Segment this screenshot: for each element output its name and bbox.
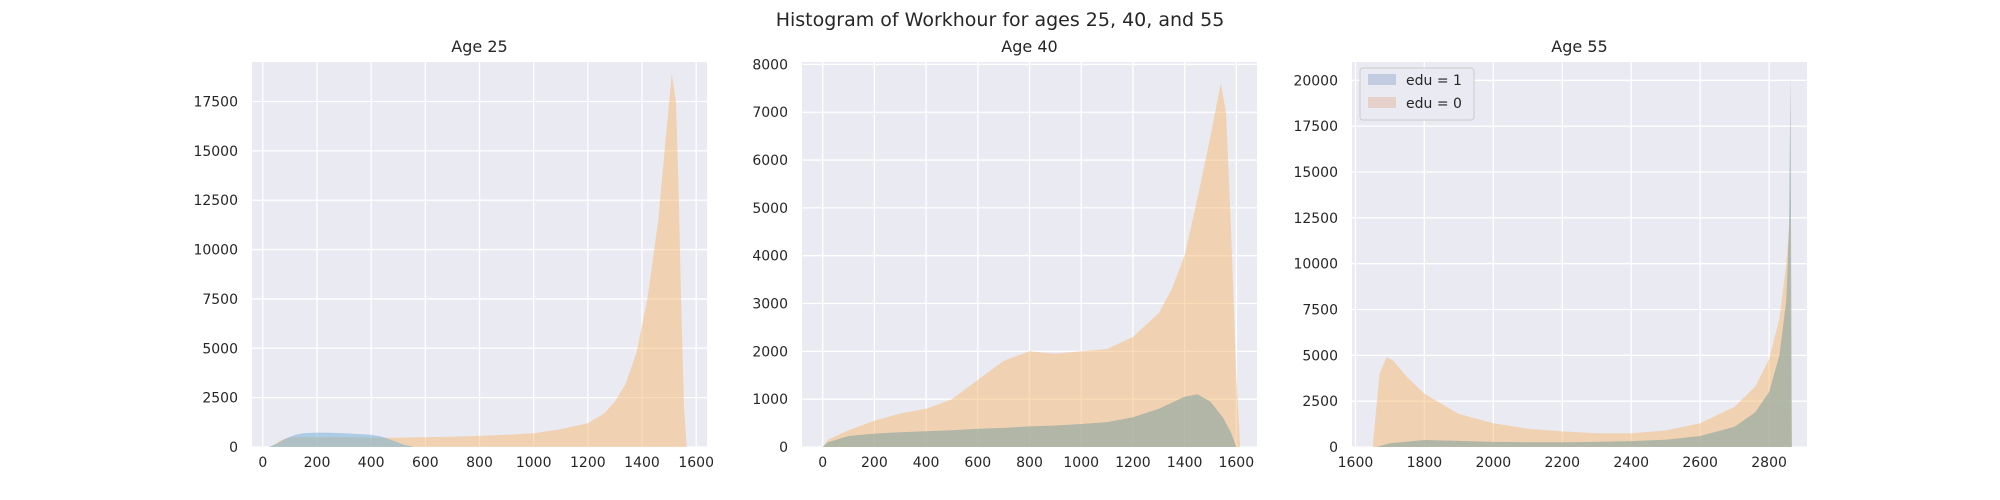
legend-swatch-edu-0 [1368,97,1396,108]
y-tick-label: 0 [1329,440,1338,456]
x-tick-label: 2200 [1544,455,1580,471]
x-tick-label: 600 [964,455,991,471]
x-tick-label: 2400 [1613,455,1649,471]
y-tick-label: 10000 [1293,257,1338,273]
y-tick-label: 12500 [193,193,238,209]
x-tick-label: 1200 [570,455,606,471]
x-tick-label: 1600 [678,455,714,471]
panel-age-55: 1600 1800 2000 2200 2400 2600 2800 0 2500 5000 75… [1293,37,1807,471]
histogram-edu-1 [822,394,1237,447]
y-tick-label: 5000 [1302,348,1338,364]
legend-label-edu-1: edu = 1 [1406,73,1462,89]
x-tick-label: 600 [412,455,439,471]
y-tick-label: 15000 [193,144,238,160]
y-tick-label: 2500 [1302,394,1338,410]
figure-title: Histogram of Workhour for ages 25, 40, a… [776,9,1225,31]
x-tick-label: 1000 [1063,455,1099,471]
y-tick-label: 17500 [193,94,238,110]
y-tick-label: 5000 [202,341,238,357]
y-tick-label: 0 [229,440,238,456]
y-tick-label: 7000 [752,105,788,121]
y-tick-label: 8000 [752,57,788,73]
x-tick-label: 0 [818,455,827,471]
x-tick-label: 200 [861,455,888,471]
panel-title: Age 40 [1001,37,1057,56]
x-tick-label: 400 [913,455,940,471]
y-tick-label: 2500 [202,391,238,407]
y-tick-label: 1000 [752,392,788,408]
y-tick-label: 2000 [752,344,788,360]
y-tick-label: 3000 [752,297,788,313]
x-tick-label: 0 [258,455,267,471]
x-tick-label: 200 [304,455,331,471]
y-tick-label: 20000 [1293,73,1338,89]
panel-title: Age 55 [1551,37,1607,56]
y-tick-label: 5000 [752,201,788,217]
x-tick-label: 2000 [1476,455,1512,471]
y-tick-label: 10000 [193,243,238,259]
x-tick-label: 400 [358,455,385,471]
y-tick-label: 7500 [1302,303,1338,319]
legend-swatch-edu-1 [1368,74,1396,85]
histogram-edu-0 [822,83,1241,447]
legend-label-edu-0: edu = 0 [1406,96,1462,112]
x-tick-label: 1600 [1218,455,1254,471]
x-tick-label: 800 [466,455,493,471]
x-tick-label: 1400 [624,455,660,471]
x-tick-label: 1400 [1167,455,1203,471]
x-tick-label: 1800 [1407,455,1443,471]
legend: edu = 1 edu = 0 [1359,67,1475,121]
x-tick-label: 1200 [1115,455,1151,471]
legend-frame [1359,67,1475,121]
x-tick-label: 2600 [1682,455,1718,471]
y-tick-label: 17500 [1293,119,1338,135]
histogram-edu-0 [271,73,687,448]
panel-title: Age 25 [451,37,507,56]
panel-age-40: 0 200 400 600 800 1000 1200 1400 1600 0 1000 2000 3… [752,37,1257,471]
panel-age-25: 0 200 400 600 800 1000 1200 1400 1600 0 2500 5000 7… [193,37,714,471]
y-tick-label: 6000 [752,153,788,169]
x-tick-label: 1000 [516,455,552,471]
histogram-edu-1 [268,432,415,447]
y-tick-label: 12500 [1293,211,1338,227]
y-tick-label: 7500 [202,292,238,308]
y-tick-label: 15000 [1293,165,1338,181]
x-tick-label: 1600 [1338,455,1374,471]
y-tick-label: 0 [779,440,788,456]
x-tick-label: 800 [1016,455,1043,471]
y-tick-label: 4000 [752,249,788,265]
x-tick-label: 2800 [1751,455,1787,471]
